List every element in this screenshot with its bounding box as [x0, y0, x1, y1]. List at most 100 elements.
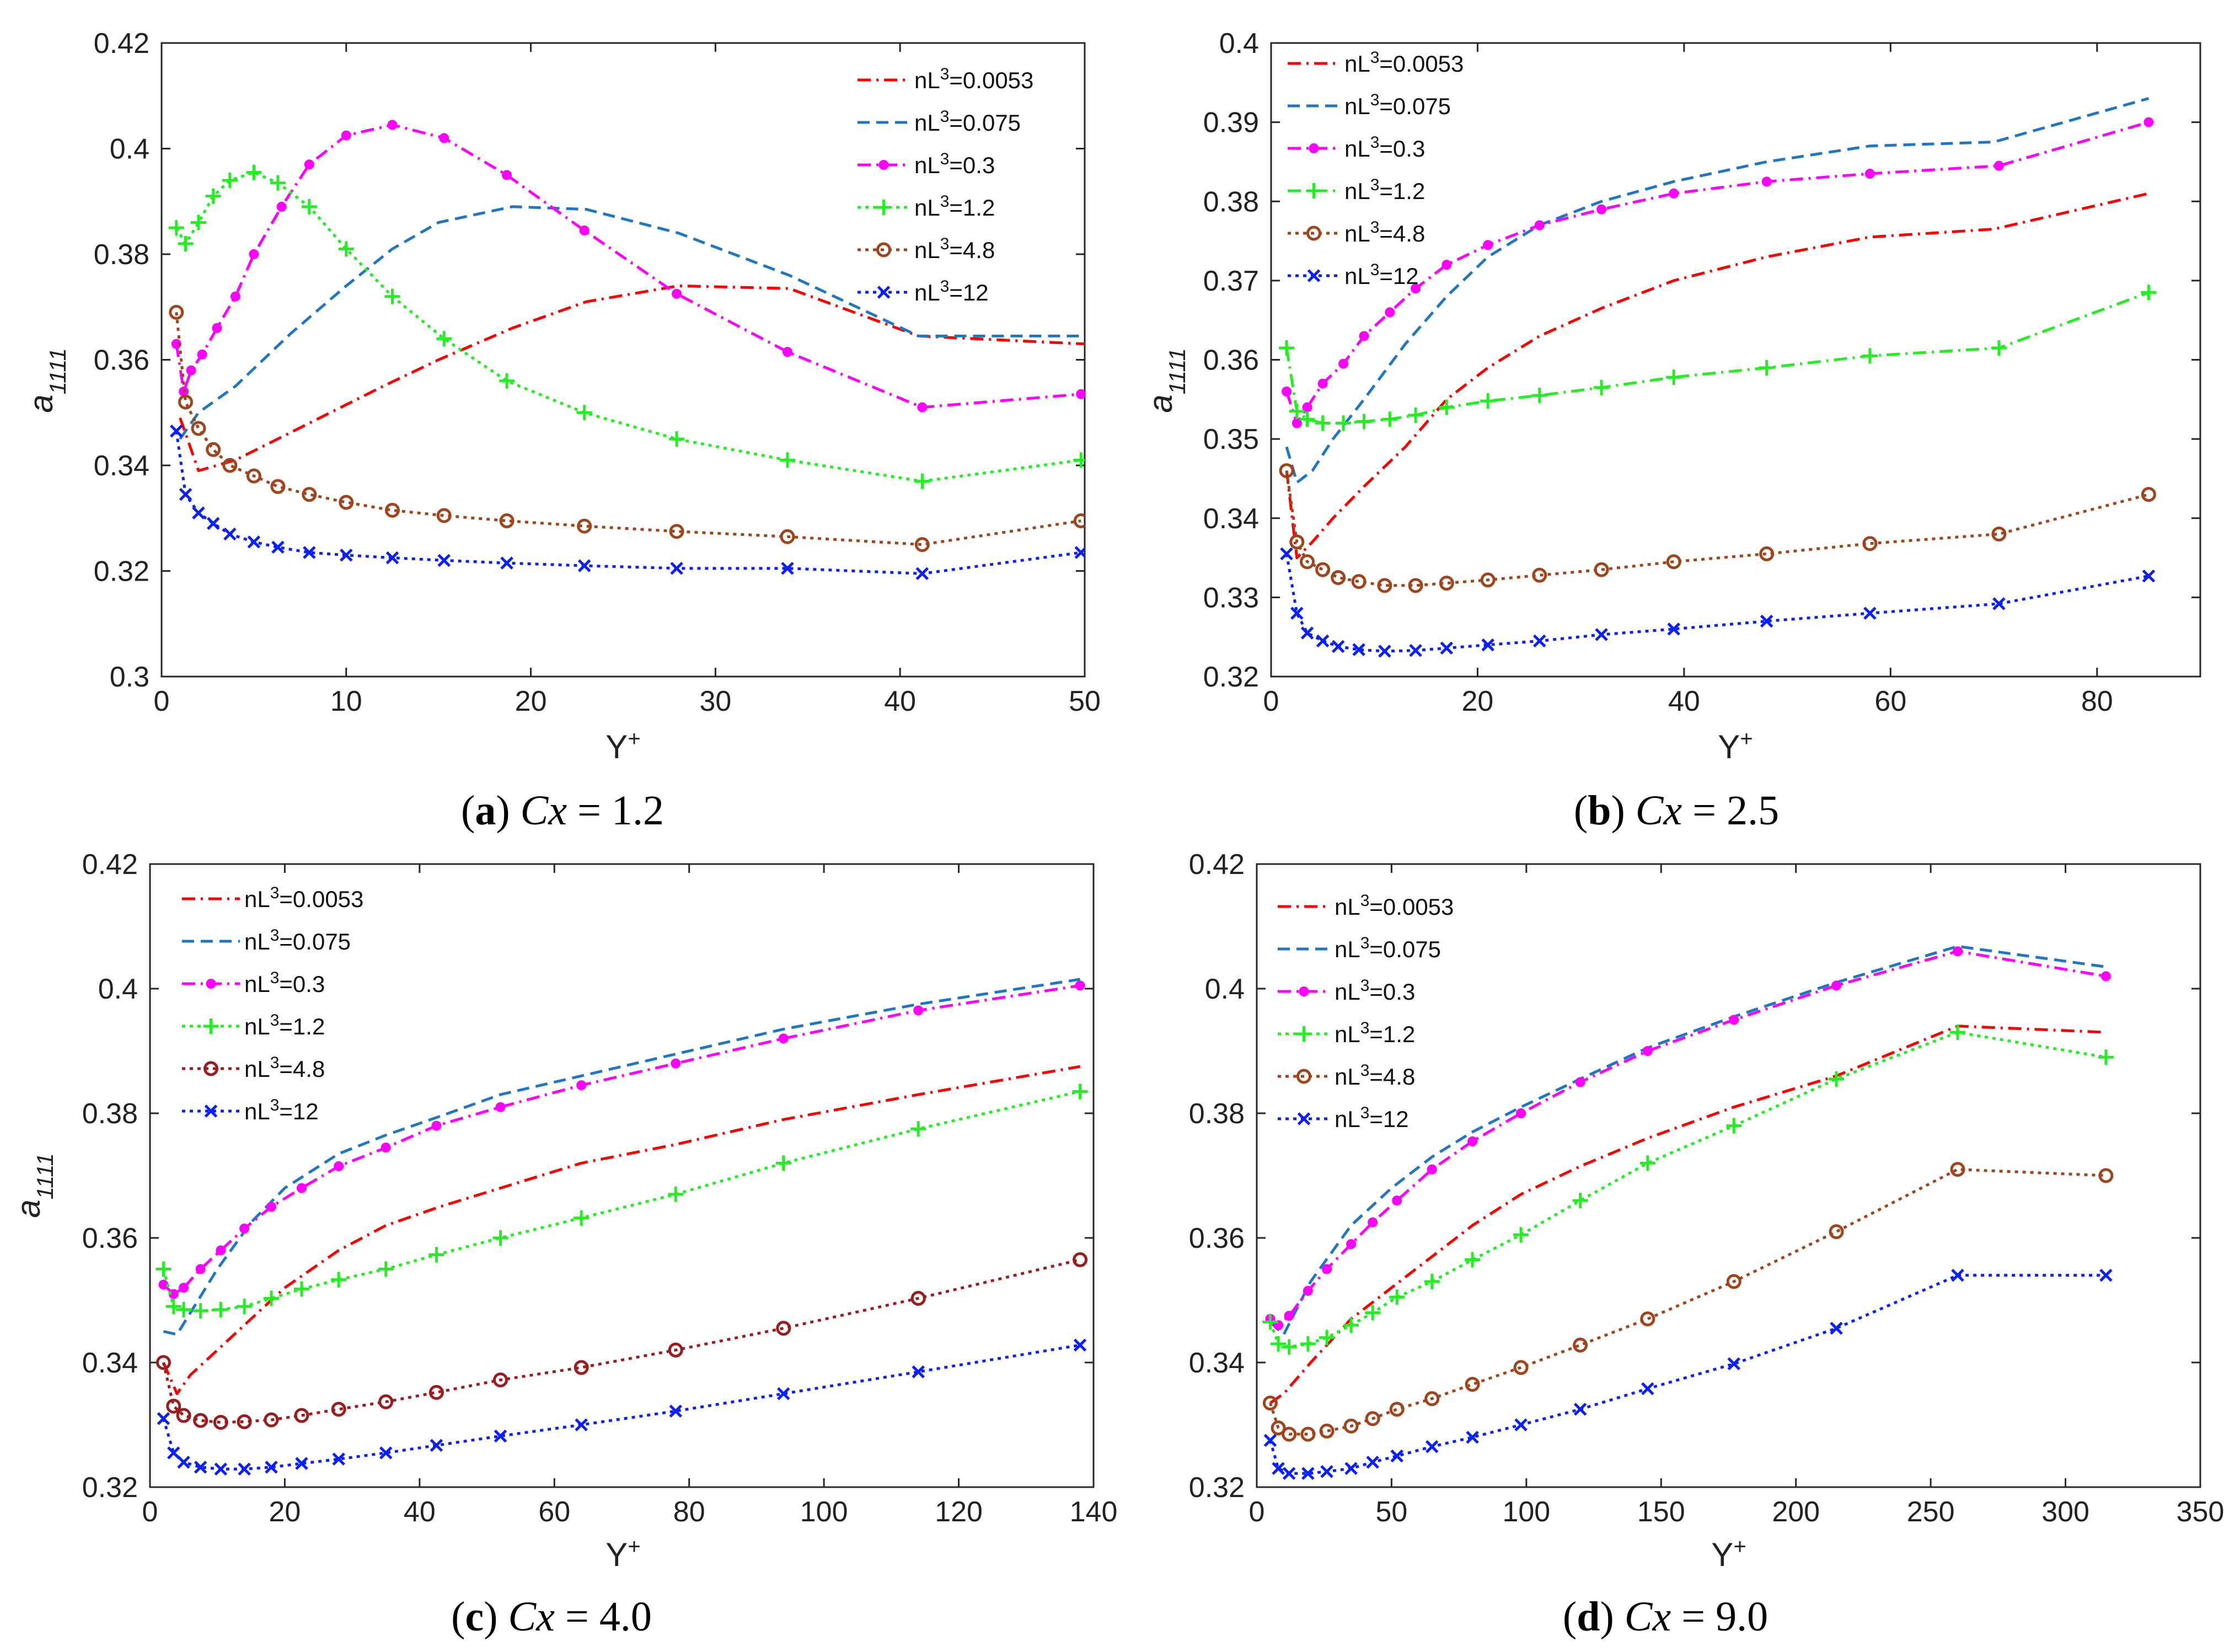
- data-point-marker: [238, 1462, 251, 1476]
- x-tick-label: 0: [142, 1496, 158, 1528]
- data-point-marker: [1392, 1195, 1402, 1206]
- data-point-marker: [271, 540, 285, 554]
- data-point-marker: [179, 487, 192, 501]
- data-point-marker: [1483, 240, 1493, 250]
- data-point-marker: [194, 1461, 207, 1474]
- x-tick-label: 0: [1263, 685, 1279, 717]
- data-point-marker: [1289, 534, 1305, 550]
- data-point-marker: [1262, 1395, 1278, 1410]
- data-point-marker: [1344, 1462, 1358, 1475]
- legend-entry-label: nL3=12: [1344, 261, 1419, 289]
- series-nl3-4.8: [1279, 463, 2156, 593]
- y-tick-label: 0.4: [110, 133, 149, 165]
- data-point-marker: [214, 1462, 228, 1476]
- data-point-marker: [910, 1291, 926, 1306]
- legend-entry-label: nL3=0.3: [914, 150, 995, 179]
- series-nl3-12: [1280, 547, 2156, 658]
- data-point-marker: [914, 473, 930, 489]
- legend-marker-sample: [1309, 143, 1319, 153]
- data-point-marker: [206, 442, 221, 457]
- data-point-marker: [205, 188, 221, 204]
- data-point-marker: [265, 1461, 278, 1474]
- data-point-marker: [1316, 634, 1330, 648]
- data-point-marker: [295, 1457, 308, 1470]
- data-point-marker: [1279, 340, 1295, 356]
- series-line: [179, 284, 1085, 473]
- data-point-marker: [1481, 638, 1494, 652]
- x-tick-label: 60: [1874, 685, 1906, 717]
- data-point-marker: [1534, 220, 1545, 230]
- y-tick-label: 0.34: [1189, 1347, 1245, 1379]
- y-tick-label: 0.38: [1203, 186, 1259, 218]
- data-point-marker: [2142, 569, 2156, 583]
- data-point-marker: [1320, 1465, 1333, 1478]
- data-point-marker: [1317, 378, 1328, 389]
- legend-entry-label: nL3=4.8: [1344, 218, 1425, 247]
- series-line: [1285, 121, 2150, 425]
- data-point-marker: [169, 304, 184, 320]
- data-point-marker: [246, 468, 261, 484]
- panel-c: 0 20 40 60 80 100 120 140 0.32 0.34 0.36 0.38 0.4 0.4…: [10, 849, 1117, 1640]
- data-point-marker: [499, 373, 515, 389]
- series-line: [1269, 1168, 2107, 1436]
- x-tick-label: 20: [1462, 685, 1494, 717]
- data-point-marker: [1319, 1329, 1335, 1345]
- data-point-marker: [782, 347, 792, 357]
- data-point-marker: [1300, 1426, 1316, 1442]
- data-point-marker: [1726, 1274, 1741, 1289]
- y-tick-label: 0.4: [1205, 973, 1245, 1005]
- data-point-marker: [1303, 1286, 1313, 1296]
- data-point-marker: [332, 1452, 345, 1466]
- data-point-marker: [1759, 546, 1775, 561]
- data-point-marker: [166, 1398, 181, 1414]
- data-point-marker: [502, 170, 512, 180]
- data-point-marker: [1595, 628, 1608, 641]
- data-point-marker: [216, 1245, 226, 1256]
- data-point-marker: [381, 1143, 391, 1153]
- y-tick-label: 0.36: [82, 1222, 138, 1254]
- x-axis-label: Y+: [605, 1535, 640, 1573]
- data-point-marker: [1666, 369, 1682, 385]
- data-point-marker: [1531, 388, 1547, 404]
- data-point-marker: [294, 1408, 309, 1423]
- data-point-marker: [264, 1412, 279, 1428]
- data-point-marker: [1669, 188, 1679, 199]
- data-point-marker: [1315, 562, 1331, 577]
- series-nl3-0.0053: [179, 284, 1085, 473]
- data-point-marker: [1365, 1305, 1381, 1321]
- data-point-marker: [575, 1418, 588, 1431]
- y-tick-label: 0.36: [94, 345, 149, 377]
- data-point-marker: [1282, 386, 1292, 396]
- data-point-marker: [2141, 487, 2156, 502]
- x-tick-label: 140: [1070, 1496, 1118, 1528]
- data-point-marker: [1425, 1440, 1439, 1453]
- data-point-marker: [1281, 1339, 1297, 1355]
- data-point-marker: [178, 235, 194, 251]
- series-nl3-1.2: [1262, 1025, 2114, 1355]
- data-point-marker: [387, 120, 398, 130]
- series-nl3-0.3: [158, 980, 1085, 1299]
- data-point-marker: [428, 1385, 444, 1400]
- x-tick-label: 100: [1502, 1496, 1550, 1528]
- data-point-marker: [1366, 1456, 1379, 1469]
- series-line: [1285, 97, 2150, 484]
- data-point-marker: [1594, 379, 1610, 395]
- data-point-marker: [439, 133, 449, 143]
- data-point-marker: [1950, 1162, 1965, 1177]
- x-tick-label: 50: [1376, 1496, 1408, 1528]
- data-point-marker: [1280, 547, 1293, 561]
- data-point-marker: [213, 1414, 228, 1430]
- x-tick-label: 80: [673, 1496, 705, 1528]
- legend-entry-label: nL3=0.075: [914, 108, 1021, 136]
- data-point-marker: [2141, 285, 2157, 301]
- data-point-marker: [1513, 1227, 1529, 1243]
- data-point-marker: [1382, 411, 1398, 427]
- data-point-marker: [1301, 1467, 1315, 1480]
- data-point-marker: [237, 1299, 253, 1315]
- x-tick-label: 0: [154, 685, 170, 717]
- data-point-marker: [1271, 1336, 1287, 1352]
- x-tick-label: 0: [1249, 1496, 1265, 1528]
- data-point-marker: [668, 1186, 684, 1202]
- data-point-marker: [1263, 1434, 1277, 1447]
